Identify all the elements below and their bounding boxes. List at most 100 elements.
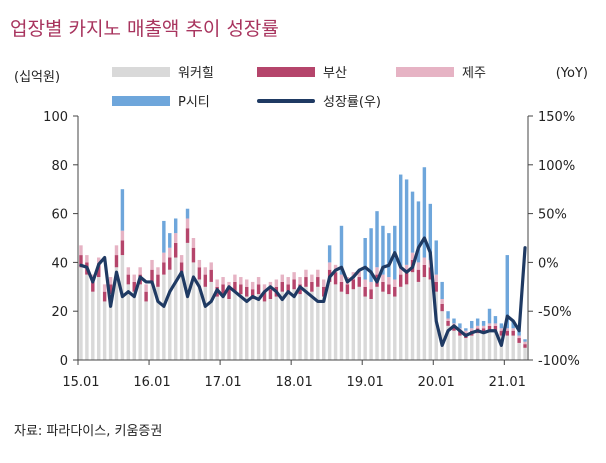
bar-pcity <box>475 318 480 326</box>
bar-busan <box>517 338 521 343</box>
bar-jeju <box>256 277 261 285</box>
bar-busan <box>357 277 361 287</box>
bar-busan <box>150 269 154 282</box>
bar-jeju <box>357 269 361 278</box>
bar-busan <box>487 325 492 331</box>
bar-jeju <box>215 279 219 287</box>
bar-jeju <box>375 267 379 275</box>
bar-walkerhill <box>126 284 131 360</box>
bar-jeju <box>108 277 113 285</box>
bar-pcity <box>168 233 172 248</box>
bar-walkerhill <box>422 277 427 360</box>
bar-jeju <box>191 238 196 248</box>
bar-walkerhill <box>493 330 498 360</box>
bar-busan <box>304 277 308 287</box>
bar-walkerhill <box>132 291 136 360</box>
bar-busan <box>446 320 450 326</box>
bar-busan <box>203 274 208 287</box>
bar-walkerhill <box>351 289 356 360</box>
right-tick-label: 0% <box>538 256 559 271</box>
bar-jeju <box>327 262 332 270</box>
x-tick-label: 17.01 <box>204 375 241 390</box>
bar-busan <box>387 284 391 295</box>
bar-walkerhill <box>91 291 95 360</box>
bar-busan <box>168 257 172 270</box>
bar-jeju <box>475 325 480 329</box>
legend-item-jeju: 제주 <box>396 62 486 81</box>
bar-busan <box>322 286 326 297</box>
bar-jeju <box>422 257 427 265</box>
bar-walkerhill <box>292 289 296 360</box>
bar-walkerhill <box>185 242 190 360</box>
bar-busan <box>102 291 107 302</box>
bar-walkerhill <box>505 335 509 360</box>
bar-walkerhill <box>245 296 249 360</box>
legend-swatch-jeju <box>396 66 454 77</box>
growth-line-layer <box>79 236 527 347</box>
right-tick-label: 150% <box>538 110 575 125</box>
bar-pcity <box>387 233 391 278</box>
bar-jeju <box>393 279 397 287</box>
bar-jeju <box>310 274 314 282</box>
right-tick-label: -50% <box>538 305 572 320</box>
left-tick-label: 0 <box>60 354 68 369</box>
bar-busan <box>221 284 225 295</box>
legend-label-growth: 성장률(우) <box>323 95 381 110</box>
bar-busan <box>333 272 338 285</box>
bar-walkerhill <box>381 291 385 360</box>
bar-jeju <box>138 267 142 275</box>
bar-pcity <box>446 311 450 319</box>
bar-pcity <box>162 220 166 253</box>
bar-busan <box>499 330 504 336</box>
bar-walkerhill <box>173 257 178 360</box>
bar-pcity <box>398 174 403 268</box>
bar-busan <box>339 281 344 292</box>
bar-jeju <box>286 277 290 285</box>
bar-jeju <box>85 255 89 263</box>
bar-walkerhill <box>280 291 284 360</box>
bar-jeju <box>197 259 202 268</box>
bar-pcity <box>428 203 433 260</box>
bar-walkerhill <box>79 267 83 360</box>
bar-jeju <box>511 328 515 331</box>
bar-pcity <box>481 320 486 326</box>
bar-busan <box>120 240 125 256</box>
bar-busan <box>481 328 486 334</box>
bar-busan <box>292 279 296 290</box>
bar-busan <box>416 269 421 282</box>
bar-pcity <box>120 189 125 231</box>
bar-busan <box>428 267 433 280</box>
bar-walkerhill <box>286 294 290 360</box>
left-tick-label: 60 <box>51 208 68 223</box>
bar-jeju <box>298 277 302 285</box>
bar-jeju <box>262 284 267 292</box>
bar-walkerhill <box>499 335 504 360</box>
bar-walkerhill <box>369 299 373 360</box>
bar-walkerhill <box>144 301 148 360</box>
bar-walkerhill <box>458 335 462 360</box>
bar-walkerhill <box>227 299 231 360</box>
bar-busan <box>363 286 367 297</box>
bar-busan <box>458 330 462 336</box>
bar-busan <box>97 264 101 278</box>
bar-walkerhill <box>262 301 267 360</box>
bar-pcity <box>493 316 498 324</box>
bar-jeju <box>221 277 225 285</box>
bar-jeju <box>505 328 509 331</box>
bar-walkerhill <box>428 279 433 360</box>
bar-walkerhill <box>256 294 261 360</box>
legend-item-busan: 부산 <box>257 62 347 81</box>
bar-pcity <box>470 320 474 329</box>
bar-jeju <box>144 284 148 292</box>
bar-jeju <box>316 269 320 278</box>
bar-jeju <box>416 262 421 270</box>
bar-walkerhill <box>523 347 527 360</box>
bar-pcity <box>416 201 421 263</box>
bar-jeju <box>434 274 438 282</box>
bar-walkerhill <box>410 272 415 360</box>
bar-busan <box>91 281 95 292</box>
bar-jeju <box>245 279 249 287</box>
bar-busan <box>233 281 237 292</box>
bar-walkerhill <box>162 274 166 360</box>
